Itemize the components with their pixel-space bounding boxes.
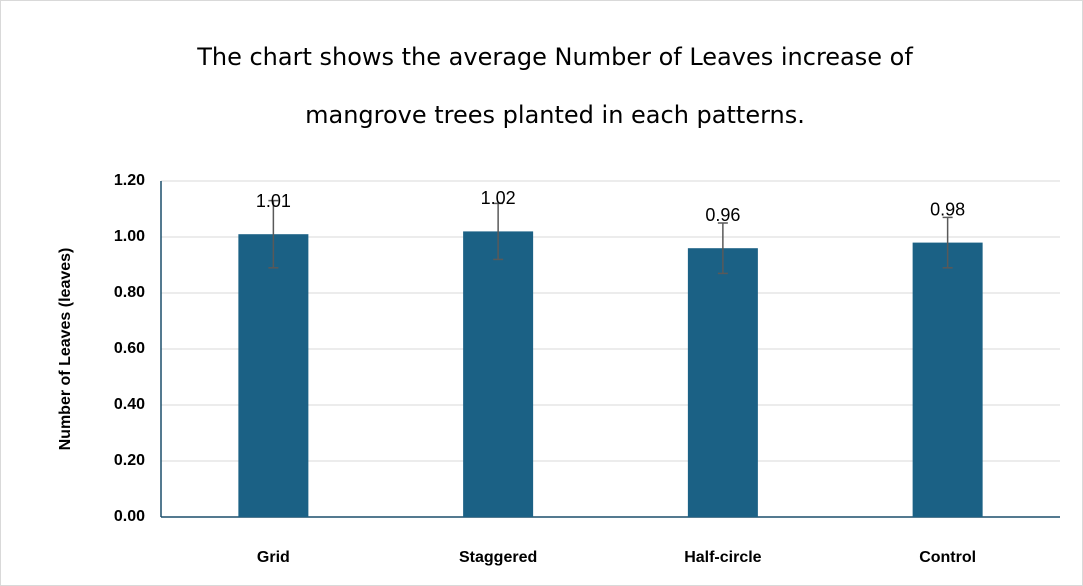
bar (687, 248, 758, 517)
value-label: 1.02 (481, 188, 516, 208)
value-label: 0.98 (930, 199, 965, 219)
y-tick-label: 1.20 (114, 172, 145, 189)
bar (912, 242, 983, 517)
y-axis-label: Number of Leaves (leaves) (57, 248, 74, 451)
x-tick-label: Half-circle (684, 549, 761, 566)
error-bar (717, 222, 728, 275)
error-bar (942, 216, 953, 269)
value-label: 0.96 (705, 205, 740, 225)
value-label: 1.01 (256, 191, 291, 211)
bar (238, 234, 309, 517)
bar (463, 231, 534, 517)
x-tick-label: Grid (257, 549, 290, 566)
y-tick-label: 0.00 (114, 508, 145, 525)
error-bar (268, 199, 279, 269)
y-tick-label: 0.60 (114, 340, 145, 357)
chart-title: The chart shows the average Number of Le… (196, 43, 913, 71)
y-tick-label: 0.80 (114, 284, 145, 301)
y-tick-label: 0.40 (114, 396, 145, 413)
x-tick-label: Control (919, 549, 976, 566)
error-bar (493, 202, 504, 261)
chart-title: mangrove trees planted in each patterns. (305, 101, 805, 129)
y-tick-label: 1.00 (114, 228, 145, 245)
y-tick-label: 0.20 (114, 452, 145, 469)
x-tick-label: Staggered (459, 549, 537, 566)
